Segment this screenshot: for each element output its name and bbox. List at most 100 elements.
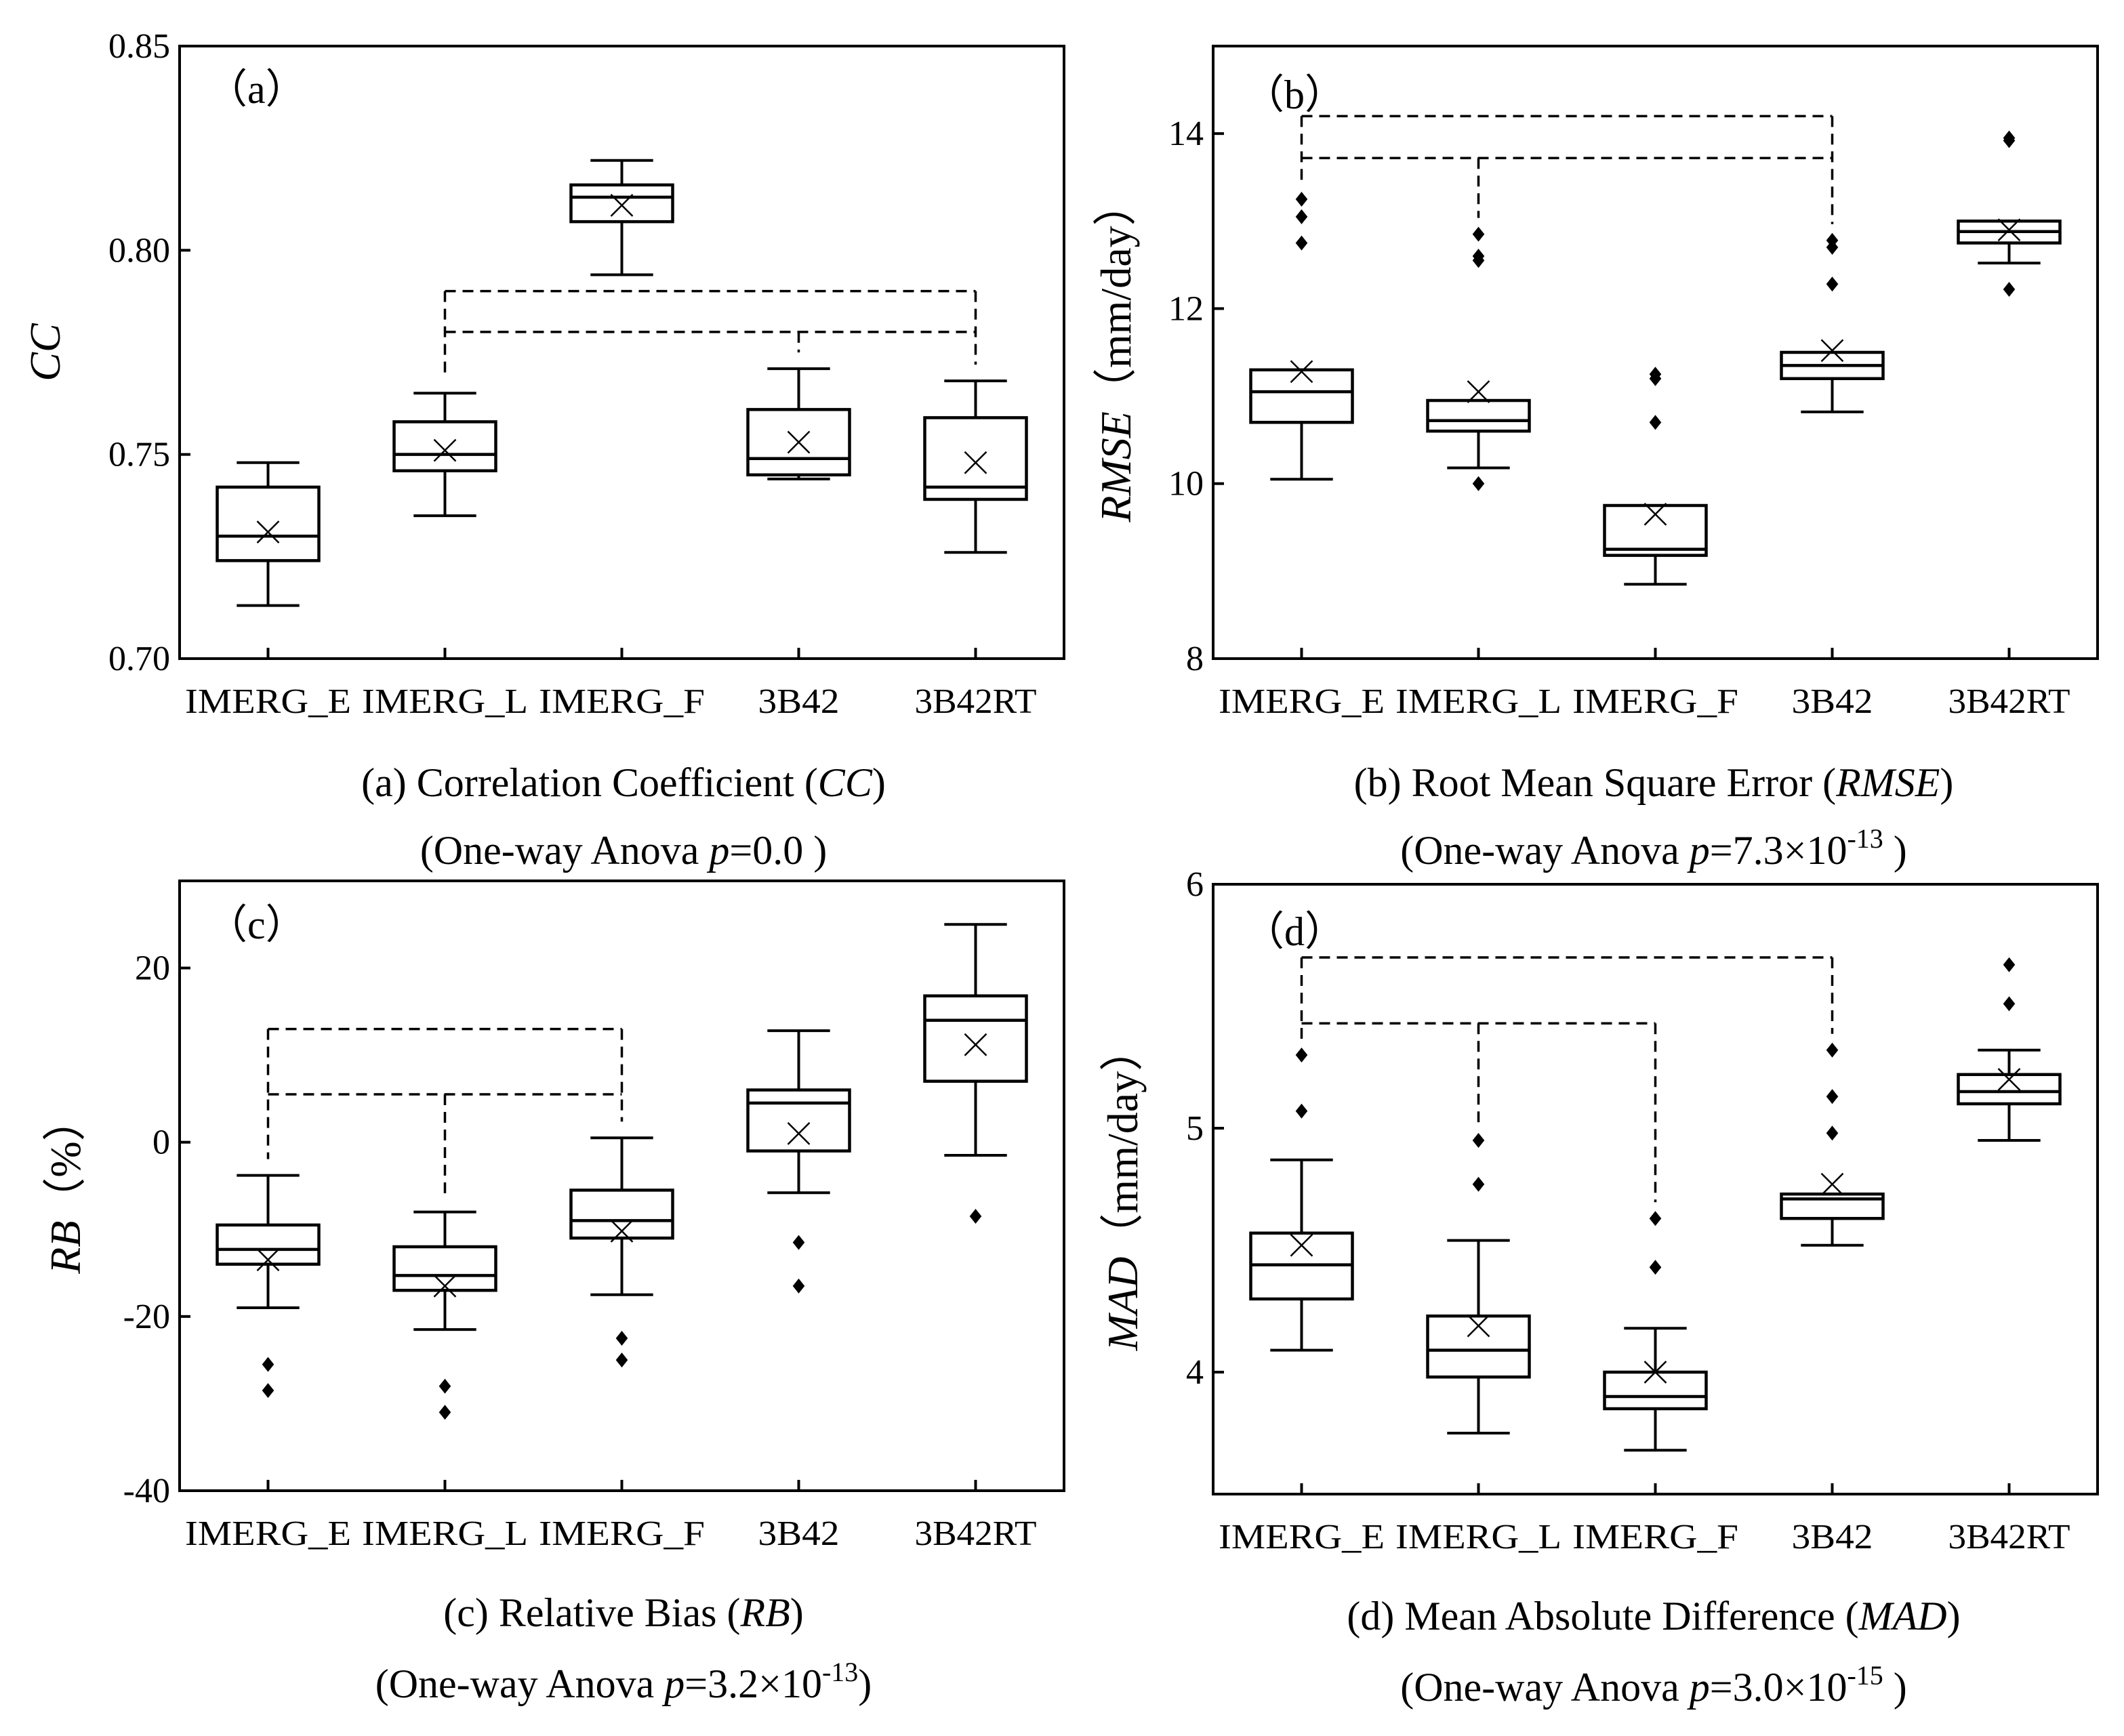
- x-tick-label: 3B42: [1792, 1518, 1873, 1556]
- x-tick-label: IMERG_E: [1219, 682, 1385, 721]
- box-IMERG_L: [1426, 1133, 1531, 1434]
- outlier-point: [1472, 1176, 1485, 1192]
- iqr-box: [216, 485, 321, 562]
- outlier-point: [438, 1405, 451, 1420]
- outlier-point: [615, 1331, 628, 1346]
- outlier-point: [969, 1209, 982, 1224]
- outlier-point: [1295, 1048, 1308, 1062]
- outlier-point: [1472, 1133, 1485, 1148]
- x-tick-label: IMERG_L: [362, 682, 528, 721]
- x-tick-label: IMERG_F: [539, 1514, 705, 1553]
- panel-c: -40 -20 0 20 IMERG_E IMERG_L IMERG_F 3B42 3B42RT…: [41, 880, 1065, 1706]
- x-tick-label: 3B42: [758, 1514, 840, 1553]
- box-IMERG_F: [569, 159, 674, 276]
- y-axis-label-name: RB: [41, 1221, 89, 1275]
- outlier-point: [792, 1235, 805, 1250]
- mean-marker: [1467, 380, 1490, 403]
- box-IMERG_L: [1426, 226, 1531, 491]
- outlier-point: [1826, 1089, 1839, 1104]
- iqr-box: [1249, 368, 1354, 424]
- y-axis-label: MAD（mm/day）: [1099, 1028, 1147, 1351]
- panel-a: 0.70 0.75 0.80 0.85 IMERG_E IMERG_L IMERG_F 3B4…: [21, 27, 1065, 873]
- box-IMERG_E: [216, 461, 321, 607]
- iqr-box: [1603, 1370, 1708, 1411]
- box-IMERG_E: [1249, 192, 1354, 481]
- mean-marker: [433, 1274, 457, 1298]
- iqr-box: [746, 1088, 851, 1153]
- mean-marker: [1290, 360, 1313, 384]
- x-tick-label: IMERG_L: [362, 1514, 528, 1553]
- panel-tag: （c）: [207, 903, 306, 947]
- outlier-point: [1295, 1103, 1308, 1119]
- box-3B42: [1780, 1042, 1885, 1247]
- x-tick-label: 3B42: [758, 682, 840, 721]
- x-tick-label: IMERG_L: [1395, 682, 1561, 721]
- outlier-point: [1472, 476, 1485, 491]
- y-tick-label: 20: [135, 949, 170, 988]
- y-tick-label: 0.75: [108, 436, 170, 474]
- box-3B42: [746, 1029, 851, 1294]
- box-IMERG_E: [1249, 1048, 1354, 1352]
- y-tick-label: -20: [123, 1298, 170, 1336]
- y-tick-label: 6: [1186, 865, 1204, 904]
- y-tick-label: 0: [152, 1123, 170, 1162]
- panel-tag: （a）: [207, 67, 306, 112]
- outlier-point: [1826, 1042, 1839, 1058]
- x-tick-label: 3B42RT: [915, 682, 1037, 721]
- mean-marker: [787, 1121, 811, 1145]
- x-tick-label: 3B42RT: [915, 1514, 1037, 1553]
- panel-tag: （b）: [1244, 73, 1345, 117]
- x-tick-label: IMERG_L: [1395, 1518, 1561, 1556]
- x-tick-label: IMERG_E: [185, 682, 351, 721]
- mean-marker: [1997, 218, 2021, 242]
- y-tick-label: 14: [1168, 115, 1204, 153]
- y-tick-label: 5: [1186, 1109, 1204, 1148]
- outlier-point: [1826, 276, 1839, 292]
- iqr-box: [1426, 398, 1531, 433]
- x-tick-label: IMERG_F: [1572, 682, 1738, 721]
- outlier-point: [1649, 415, 1662, 430]
- mean-marker: [610, 194, 634, 217]
- mean-marker: [1643, 1361, 1667, 1384]
- iqr-box: [923, 994, 1028, 1083]
- caption-anova: (One-way Anova p=7.3×10-13 ): [1400, 823, 1907, 873]
- iqr-box: [216, 1223, 321, 1266]
- box-3B42RT: [923, 379, 1028, 554]
- iqr-box: [392, 420, 497, 473]
- mean-marker: [433, 438, 457, 462]
- y-axis-label-name: CC: [21, 323, 69, 381]
- outlier-point: [1649, 1211, 1662, 1226]
- y-tick-label: 0.70: [108, 640, 170, 678]
- y-tick-label: 10: [1168, 465, 1204, 503]
- mean-marker: [1643, 503, 1667, 526]
- iqr-box: [569, 183, 674, 224]
- outlier-point: [262, 1357, 274, 1372]
- mean-marker: [256, 520, 280, 544]
- plot-frame: [178, 45, 1065, 660]
- outlier-point: [792, 1278, 805, 1294]
- y-tick-label: 4: [1186, 1353, 1204, 1392]
- caption-title: (b) Root Mean Square Error (RMSE): [1354, 760, 1954, 805]
- outlier-point: [438, 1378, 451, 1394]
- y-axis-label-name: MAD: [1099, 1257, 1147, 1352]
- panel-tag: （d）: [1244, 909, 1345, 954]
- box-IMERG_F: [1603, 1211, 1708, 1452]
- outlier-point: [2003, 996, 2016, 1012]
- y-axis-label-unit: （mm/day）: [1099, 1028, 1147, 1257]
- outlier-point: [2003, 130, 2016, 146]
- y-axis-label-name: RMSE: [1092, 411, 1140, 523]
- box-3B42RT: [1957, 957, 2062, 1142]
- panel-b: 8 10 12 14 IMERG_E IMERG_L IMERG_F 3B42 3B42RT （b…: [1092, 45, 2099, 873]
- caption-title: (a) Correlation Coefficient (CC): [361, 760, 886, 805]
- x-tick-label: IMERG_F: [1572, 1518, 1738, 1556]
- box-IMERG_F: [569, 1136, 674, 1368]
- outlier-point: [1472, 248, 1485, 264]
- y-tick-label: 0.85: [108, 27, 170, 66]
- box-IMERG_F: [1603, 367, 1708, 586]
- caption-title: (d) Mean Absolute Difference (MAD): [1347, 1594, 1960, 1638]
- outlier-point: [1649, 367, 1662, 382]
- y-axis-label: RMSE（mm/day）: [1092, 182, 1140, 522]
- box-3B42RT: [923, 923, 1028, 1224]
- outlier-point: [2003, 282, 2016, 297]
- mean-marker: [964, 451, 987, 474]
